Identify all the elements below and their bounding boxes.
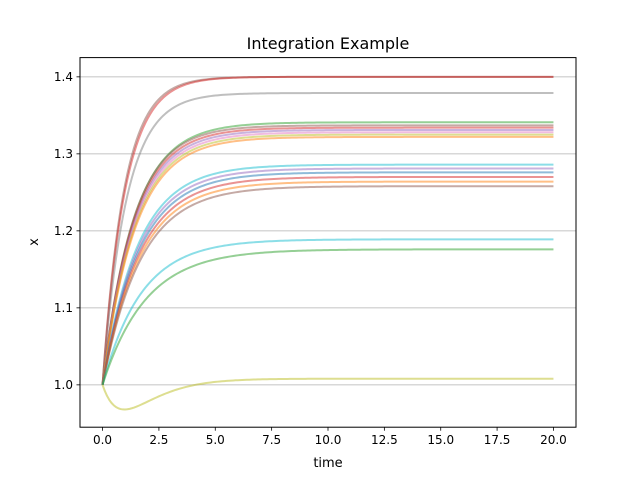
x-tick-label: 12.5 [371, 433, 398, 447]
series-line-6 [101, 128, 554, 385]
series-line-10 [101, 163, 554, 386]
series-line-9 [101, 135, 554, 385]
x-tick-label: 15.0 [427, 433, 454, 447]
x-axis: 0.0 2.5 5.0 7.5 10.0 12.5 15.0 17.5 20.0 [93, 427, 567, 447]
series-lines [101, 75, 554, 411]
series-line-4 [101, 124, 554, 385]
y-tick-label: 1.3 [54, 147, 73, 161]
y-tick-label: 1.4 [54, 70, 73, 84]
series-line-3 [101, 121, 554, 385]
series-line-5 [101, 126, 554, 385]
series-line-2 [101, 92, 554, 385]
series-line-1 [101, 75, 554, 385]
x-tick-label: 2.5 [149, 433, 168, 447]
x-tick-label: 20.0 [540, 433, 567, 447]
series-line-13 [101, 175, 554, 386]
x-tick-label: 5.0 [206, 433, 225, 447]
y-axis: 1.0 1.1 1.2 1.3 1.4 [54, 70, 80, 392]
y-tick-label: 1.2 [54, 224, 73, 238]
y-axis-label: x [27, 238, 42, 246]
grid [80, 76, 576, 386]
series-line-14 [101, 180, 554, 386]
x-tick-label: 7.5 [262, 433, 281, 447]
chart-title: Integration Example [247, 34, 410, 53]
x-axis-label: time [313, 456, 342, 471]
series-line-18 [101, 377, 554, 411]
series-line-8 [101, 133, 554, 385]
series-line-16 [101, 238, 554, 386]
x-tick-label: 10.0 [315, 433, 342, 447]
series-line-17 [101, 248, 554, 386]
y-tick-label: 1.1 [54, 301, 73, 315]
series-line-7 [101, 131, 554, 385]
x-tick-label: 0.0 [93, 433, 112, 447]
series-line-12 [101, 171, 554, 386]
series-line-15 [101, 185, 554, 386]
y-tick-label: 1.0 [54, 378, 73, 392]
series-line-11 [101, 167, 554, 386]
x-tick-label: 17.5 [484, 433, 511, 447]
